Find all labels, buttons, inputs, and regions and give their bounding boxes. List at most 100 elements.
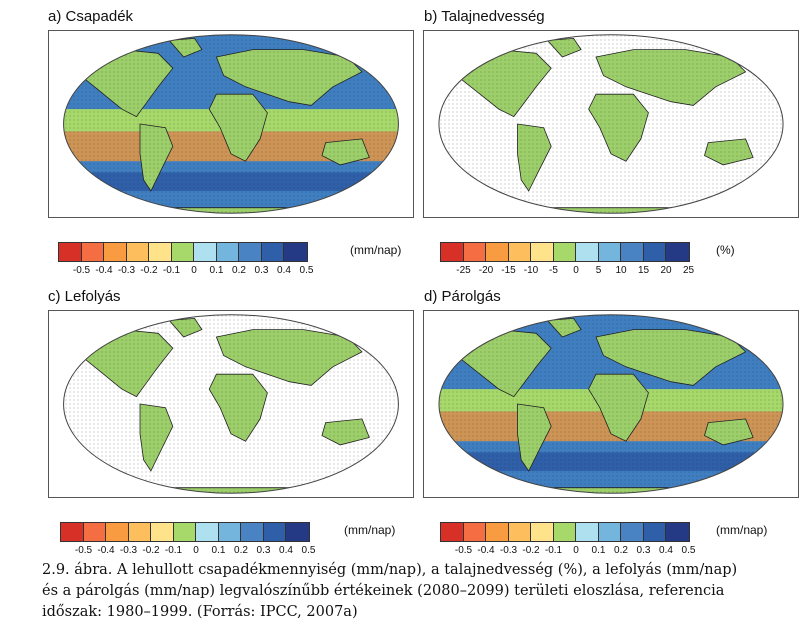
legend-swatch xyxy=(508,243,531,261)
legend-unit: (mm/nap) xyxy=(350,243,402,257)
legend-tick-label: 0 xyxy=(573,265,579,276)
legend-swatch xyxy=(196,523,219,541)
legend-swatch xyxy=(83,523,106,541)
legend-swatch xyxy=(621,243,644,261)
map-outline xyxy=(438,314,784,494)
panel-title: a) Csapadék xyxy=(48,8,134,25)
legend-swatch xyxy=(666,243,689,261)
legend-swatch xyxy=(173,523,196,541)
legend-bar xyxy=(440,242,690,262)
legend: (mm/nap) -0.5 -0.4 -0.3 -0.2 -0.1 0 0.1 0.2 0.3 0… xyxy=(440,522,767,562)
legend-bar xyxy=(58,242,308,262)
legend-swatch xyxy=(263,523,286,541)
map-outline xyxy=(438,34,784,214)
legend-unit: (%) xyxy=(716,243,735,257)
legend-bar xyxy=(60,522,310,542)
soil-moisture-map xyxy=(423,30,799,218)
legend-tick-label: 20 xyxy=(660,265,672,276)
stipple-overlay xyxy=(438,34,784,214)
legend-tick-label: -0.1 xyxy=(162,265,181,276)
legend-swatch xyxy=(284,243,307,261)
legend-tick-label: 0.4 xyxy=(659,545,673,556)
map-svg xyxy=(63,34,399,214)
legend-swatch xyxy=(128,523,151,541)
legend-swatch xyxy=(531,243,554,261)
legend-tick-label: 0 xyxy=(193,545,199,556)
legend-swatch xyxy=(216,243,239,261)
legend-swatch xyxy=(508,523,531,541)
legend-swatch xyxy=(441,243,464,261)
legend-tick-label: -0.4 xyxy=(97,545,115,556)
legend: (mm/nap) -0.5 -0.4 -0.3 -0.2 -0.1 0 0.1 0.2 0.3 0… xyxy=(58,242,401,282)
legend-tick-label: -10 xyxy=(523,265,539,276)
legend-tick-label: 0.3 xyxy=(256,545,271,556)
legend-tick-label: 0.1 xyxy=(209,265,224,276)
legend-tick-label: -0.4 xyxy=(95,265,113,276)
legend-swatch xyxy=(239,243,262,261)
caption-line: időszak: 1980–1999. (Forrás: IPCC, 2007a… xyxy=(42,604,358,620)
panel-title: b) Talajnedvesség xyxy=(424,8,545,25)
legend-swatch xyxy=(463,523,486,541)
legend-swatch xyxy=(81,243,104,261)
caption-line: 2.9. ábra. A lehullott csapadékmennyiség… xyxy=(42,562,738,578)
legend-swatch xyxy=(61,523,84,541)
legend-tick-label: -0.3 xyxy=(119,545,138,556)
legend-tick-label: 0 xyxy=(191,265,197,276)
map-svg xyxy=(438,314,784,494)
legend-tick-label: 0.5 xyxy=(681,545,696,556)
legend-swatch xyxy=(576,523,599,541)
legend-tick-label: 0 xyxy=(573,545,579,556)
legend-swatch xyxy=(106,523,129,541)
legend-tick-label: 0.2 xyxy=(232,265,246,276)
legend-swatch xyxy=(261,243,284,261)
legend-bar xyxy=(440,522,690,542)
legend-tick-label: 0.5 xyxy=(301,545,316,556)
panel-title: c) Lefolyás xyxy=(48,288,121,305)
legend-tick-label: 15 xyxy=(637,265,650,276)
legend-tick-label: -5 xyxy=(549,265,558,276)
legend-swatch xyxy=(149,243,172,261)
legend-swatch xyxy=(486,523,509,541)
legend-tick-label: -15 xyxy=(501,265,516,276)
legend-swatch xyxy=(104,243,127,261)
figure-caption: 2.9. ábra. A lehullott csapadékmennyiség… xyxy=(42,560,802,623)
legend-tick-label: 0.2 xyxy=(614,545,628,556)
stipple-overlay xyxy=(63,34,399,214)
legend-tick-label: 0.4 xyxy=(277,265,291,276)
legend-swatch xyxy=(666,523,689,541)
legend-swatch xyxy=(241,523,264,541)
legend-unit: (mm/nap) xyxy=(716,523,768,537)
map-svg xyxy=(63,314,399,494)
stipple-overlay xyxy=(63,314,399,494)
legend-swatch xyxy=(441,523,464,541)
legend-swatch xyxy=(598,523,621,541)
legend-tick-label: -0.3 xyxy=(499,545,518,556)
legend-swatch xyxy=(553,523,576,541)
legend-tick-label: -0.2 xyxy=(522,545,540,556)
legend-tick-label: -0.5 xyxy=(74,545,93,556)
legend-swatch xyxy=(171,243,194,261)
legend-unit: (mm/nap) xyxy=(344,523,396,537)
legend-swatch xyxy=(218,523,241,541)
map-outline xyxy=(63,314,399,494)
legend-swatch xyxy=(576,243,599,261)
legend-swatch xyxy=(286,523,309,541)
legend-swatch xyxy=(463,243,486,261)
legend-tick-label: 0.3 xyxy=(636,545,651,556)
legend-tick-label: -0.5 xyxy=(454,545,473,556)
legend-tick-label: -25 xyxy=(456,265,471,276)
legend-tick-label: 25 xyxy=(682,265,695,276)
legend-tick-label: 0.3 xyxy=(254,265,269,276)
legend-swatch xyxy=(643,243,666,261)
map-outline xyxy=(63,34,399,214)
legend-tick-label: -20 xyxy=(478,265,494,276)
legend-swatch xyxy=(553,243,576,261)
legend-tick-label: -0.2 xyxy=(142,545,160,556)
legend-tick-label: -0.5 xyxy=(72,265,91,276)
legend-tick-label: -0.1 xyxy=(544,545,563,556)
legend: (%) -25 -20 -15 -10 -5 0 5 10 15 20 25 xyxy=(440,242,760,282)
legend-swatch xyxy=(486,243,509,261)
legend-swatch xyxy=(194,243,217,261)
evaporation-map xyxy=(423,310,799,498)
legend-swatch xyxy=(643,523,666,541)
